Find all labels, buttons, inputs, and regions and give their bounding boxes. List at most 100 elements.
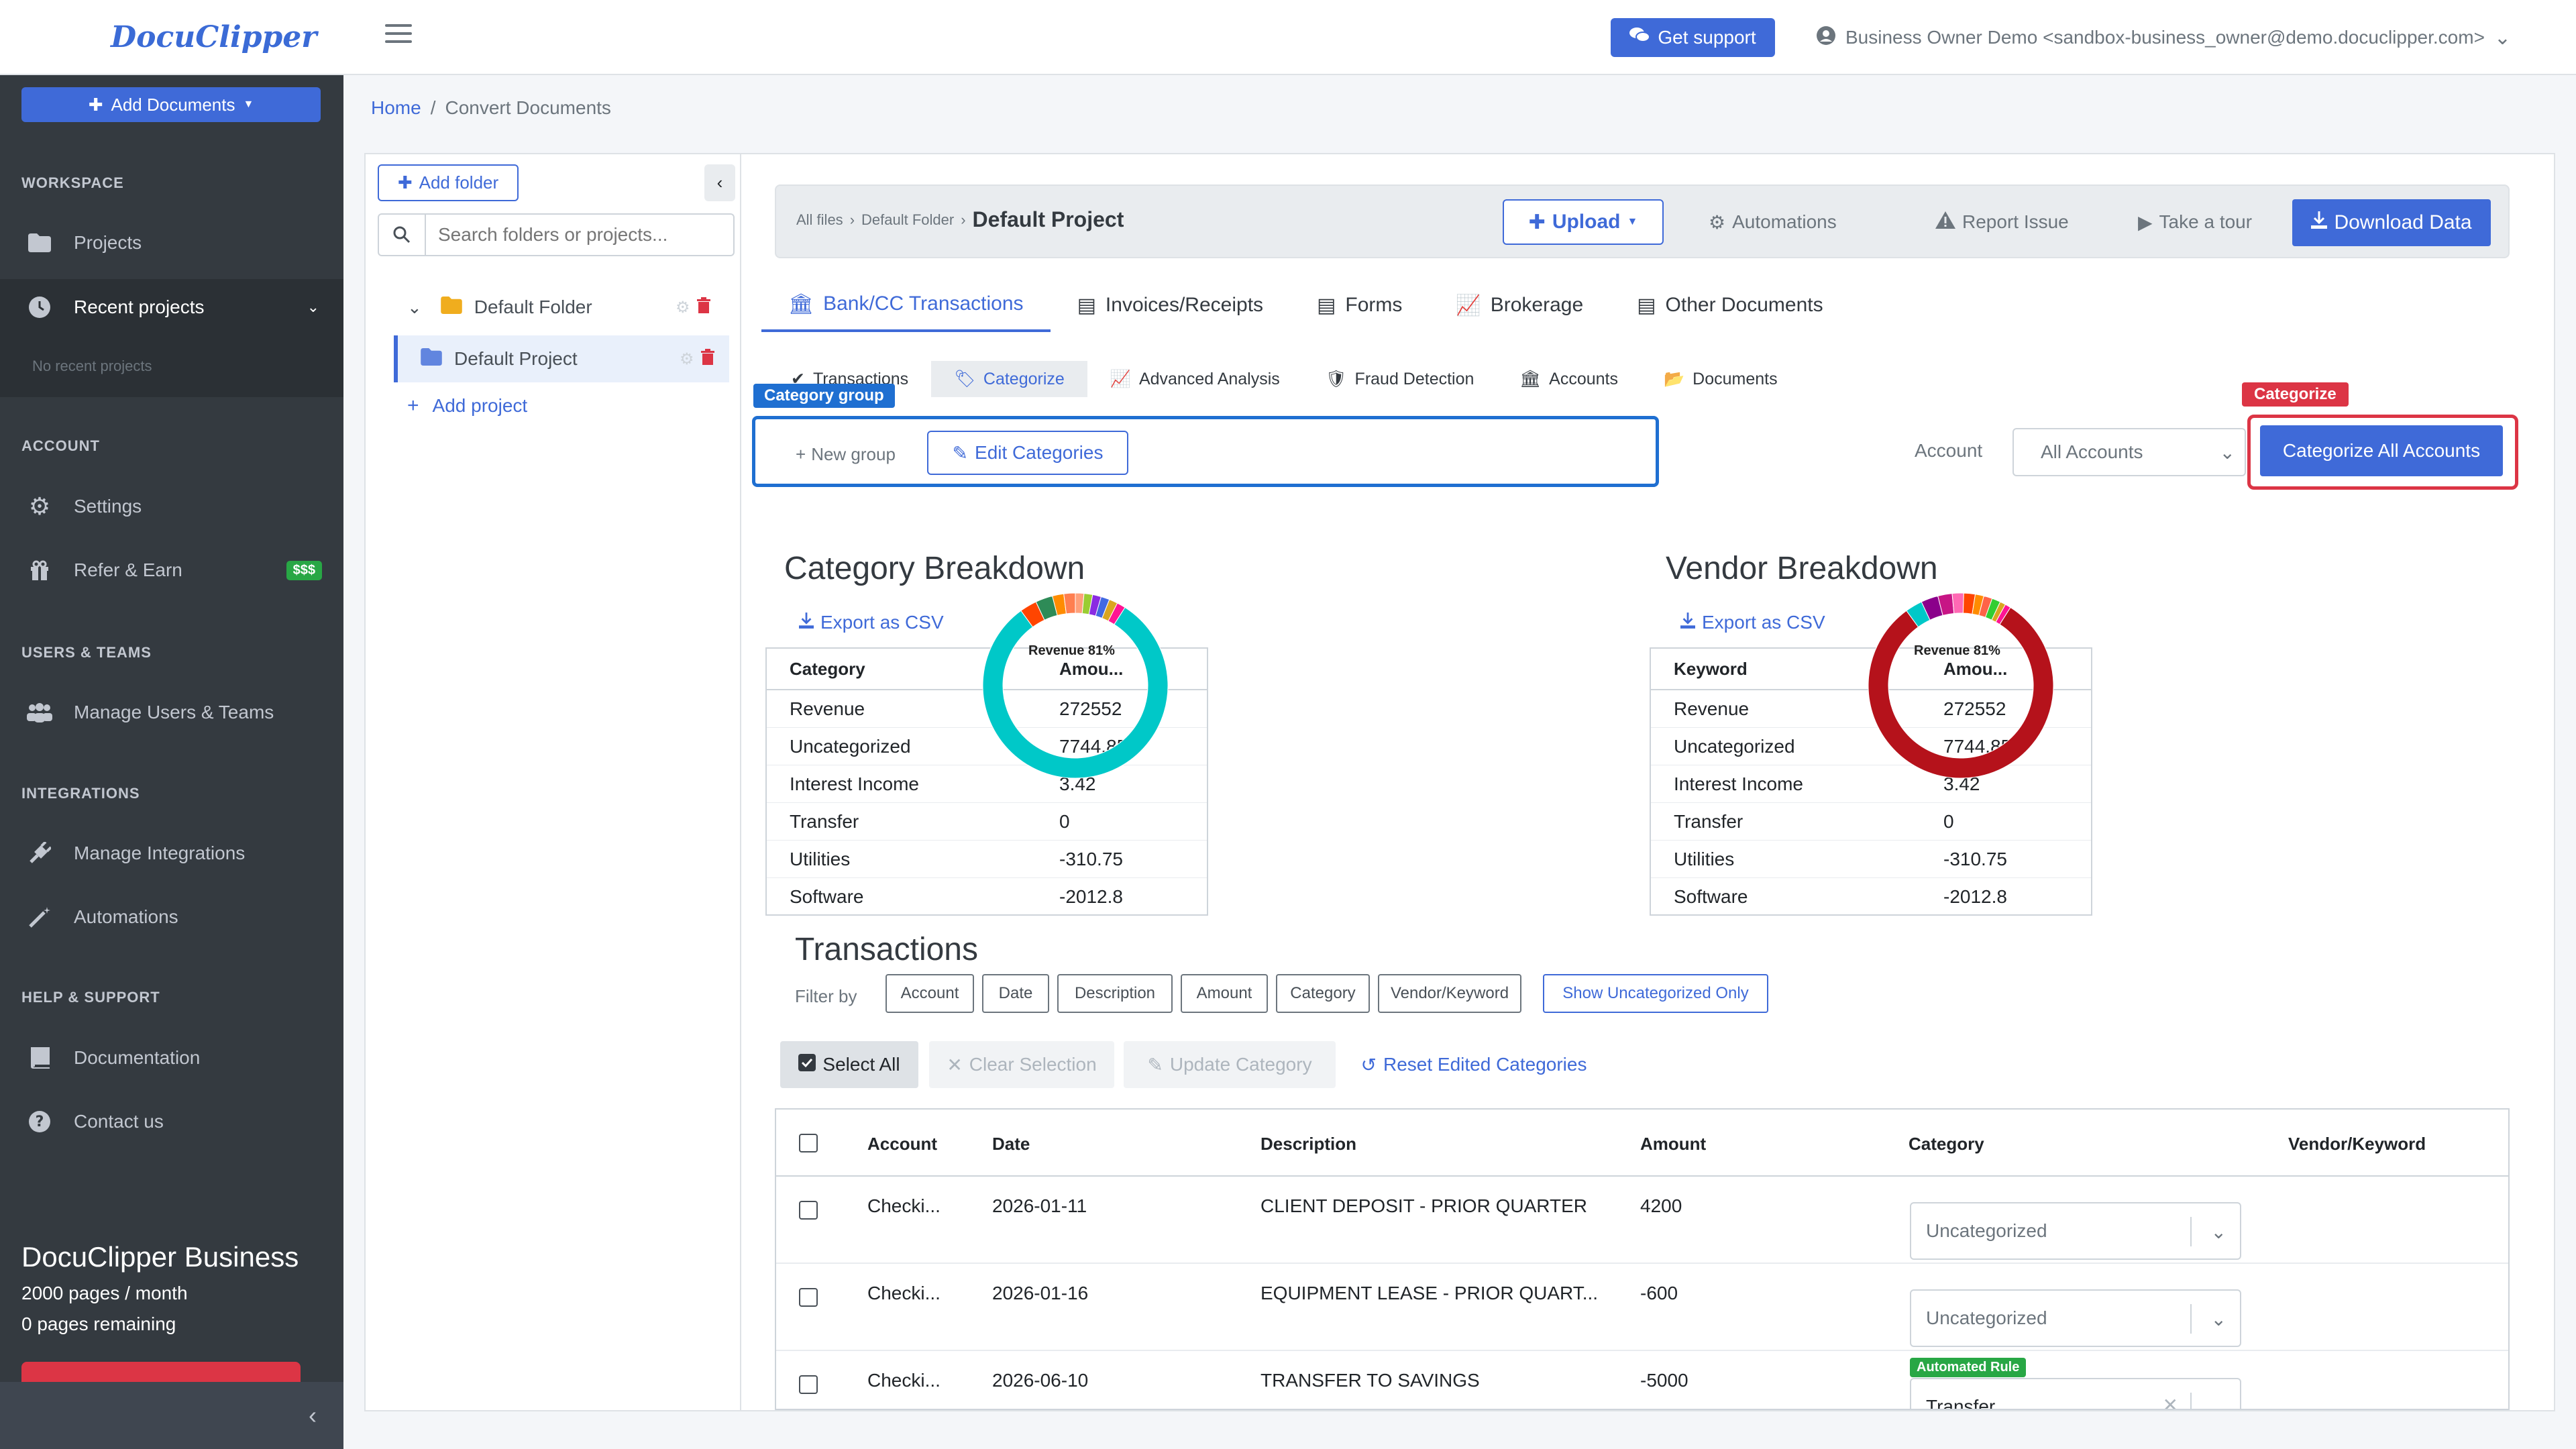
col-category[interactable]: Category [790,658,865,679]
clear-selection-button[interactable]: ✕ Clear Selection [929,1041,1114,1088]
subtab-documents[interactable]: 📂 Documents [1664,369,1778,388]
upload-button[interactable]: ✚ Upload ▼ [1503,199,1664,245]
trash-icon[interactable] [701,348,714,370]
row-amount: -2012.8 [1943,885,2007,907]
sidebar-item-settings[interactable]: ⚙ Settings [0,478,343,535]
select-all-checkbox[interactable] [799,1134,818,1152]
upgrade-button[interactable] [21,1362,301,1382]
table-row[interactable]: Checki... 2026-01-11 CLIENT DEPOSIT - PRIO… [776,1177,2508,1264]
row-checkbox[interactable] [799,1201,818,1220]
search-input[interactable] [426,224,721,246]
tab-brokerage[interactable]: 📈 Brokerage [1456,294,1584,317]
download-icon [799,612,814,633]
sidebar-item-manage-users[interactable]: Manage Users & Teams [0,684,343,741]
subtab-categorize[interactable]: 🏷 Categorize [931,361,1087,397]
row-description: CLIENT DEPOSIT - PRIOR QUARTER [1260,1195,1587,1216]
tree-project-default[interactable]: Default Project ⚙ [394,335,729,382]
filter-date[interactable]: Date [982,974,1049,1013]
automations-button[interactable]: ⚙ Automations [1709,211,1837,233]
gear-icon[interactable]: ⚙ [676,298,690,317]
hamburger-menu-icon[interactable] [385,24,412,46]
sidebar-item-documentation[interactable]: Documentation [0,1030,343,1086]
row-name: Uncategorized [1674,735,1795,757]
brand-logo[interactable]: DocuClipper [0,0,343,75]
subtab-fraud-detection[interactable]: 🛡 Fraud Detection [1325,369,1474,388]
download-data-button[interactable]: Download Data [2292,199,2491,246]
filter-amount[interactable]: Amount [1181,974,1268,1013]
edit-categories-button[interactable]: ✎ Edit Categories [927,431,1128,475]
subtab-advanced-analysis[interactable]: 📈 Advanced Analysis [1110,369,1280,388]
vendor-export-csv[interactable]: Export as CSV [1680,612,1825,633]
table-row[interactable]: Checki... 2026-01-16 EQUIPMENT LEASE - PRI… [776,1264,2508,1351]
col-vendor-keyword[interactable]: Vendor/Keyword [2288,1134,2426,1154]
col-category[interactable]: Category [1909,1134,1984,1154]
shield-icon: 🛡 [1325,369,1347,388]
crumb-all-files[interactable]: All files [796,211,843,228]
row-name: Transfer [790,810,859,832]
chevron-down-icon: ⌄ [2493,26,2512,49]
filter-description[interactable]: Description [1057,974,1173,1013]
clear-icon[interactable]: ✕ [2162,1395,2178,1410]
col-keyword[interactable]: Keyword [1674,658,1748,679]
breadcrumb-home[interactable]: Home [371,97,421,118]
update-category-button[interactable]: ✎ Update Category [1124,1041,1336,1088]
sidebar-item-contact[interactable]: ? Contact us [0,1093,343,1150]
add-documents-button[interactable]: ✚ Add Documents ▼ [21,87,321,122]
plan-pages: 2000 pages / month [21,1283,188,1303]
breadcrumb-current: Convert Documents [445,97,611,118]
collapse-tree-button[interactable]: ‹ [704,164,735,201]
donut-slice[interactable] [1108,602,1126,625]
tab-forms[interactable]: ▤ Forms [1317,294,1403,317]
subtab-accounts[interactable]: 🏛 Accounts [1519,369,1619,388]
add-folder-button[interactable]: ✚ Add folder [378,164,519,201]
col-date[interactable]: Date [992,1134,1030,1154]
category-select[interactable]: Transfer ✕ ⌄ [1910,1378,2241,1410]
filter-category[interactable]: Category [1276,974,1370,1013]
categorize-all-accounts-button[interactable]: Categorize All Accounts [2260,425,2503,476]
sidebar-item-automations[interactable]: Automations [0,889,343,945]
tree-folder-default[interactable]: ⌄ Default Folder ⚙ [394,284,729,331]
sidebar-item-projects[interactable]: Projects [0,215,343,271]
col-amount[interactable]: Amount [1640,1134,1707,1154]
category-select[interactable]: Uncategorized ⌄ [1910,1289,2241,1347]
user-menu[interactable]: Business Owner Demo <sandbox-business_ow… [1816,20,2511,55]
sidebar-item-recent-projects[interactable]: Recent projects ⌄ [0,279,343,335]
sidebar-item-refer[interactable]: Refer & Earn $$$ [0,542,343,598]
donut-slice[interactable] [1868,606,2054,779]
tab-invoices[interactable]: ▤ Invoices/Receipts [1077,294,1264,317]
donut-slice[interactable] [1951,592,1964,614]
gear-icon[interactable]: ⚙ [680,350,694,368]
table-row[interactable]: Checki... 2026-06-10 TRANSFER TO SAVINGS -5… [776,1351,2508,1410]
show-uncategorized-button[interactable]: Show Uncategorized Only [1543,974,1768,1013]
account-select[interactable]: All Accounts ⌄ [2012,428,2246,476]
plus-icon: ✚ [1528,211,1546,233]
section-users: USERS & TEAMS [21,644,152,661]
category-export-csv[interactable]: Export as CSV [799,612,944,633]
filter-account[interactable]: Account [885,974,974,1013]
vendor-donut-chart: Revenue 81% [1868,592,2054,779]
add-project-link[interactable]: + Add project [407,394,528,417]
sidebar-collapse-button[interactable]: ‹ [0,1382,343,1449]
trash-icon[interactable] [697,297,710,318]
edit-icon: ✎ [1147,1054,1163,1075]
filter-vendor-keyword[interactable]: Vendor/Keyword [1378,974,1521,1013]
get-support-button[interactable]: Get support [1611,18,1775,57]
report-issue-button[interactable]: Report Issue [1935,199,2069,245]
category-select[interactable]: Uncategorized ⌄ [1910,1202,2241,1260]
select-all-button[interactable]: Select All [780,1041,918,1088]
row-checkbox[interactable] [799,1375,818,1394]
tab-other-documents[interactable]: ▤ Other Documents [1637,294,1823,317]
categorize-highlight-box [2247,415,2518,490]
col-account[interactable]: Account [867,1134,937,1154]
new-group-button[interactable]: + New group [796,443,896,464]
donut-slice[interactable] [1995,604,2011,625]
sidebar-item-manage-integrations[interactable]: Manage Integrations [0,825,343,881]
donut-slice[interactable] [982,606,1169,779]
crumb-folder[interactable]: Default Folder [861,211,955,228]
row-checkbox[interactable] [799,1288,818,1307]
take-tour-button[interactable]: ▶ Take a tour [2138,211,2253,233]
col-description[interactable]: Description [1260,1134,1357,1154]
tab-bank-cc[interactable]: 🏛 Bank/CC Transactions [761,278,1051,332]
row-name: Transfer [1674,810,1743,832]
reset-edited-categories-button[interactable]: ↺ Reset Edited Categories [1360,1054,1587,1075]
